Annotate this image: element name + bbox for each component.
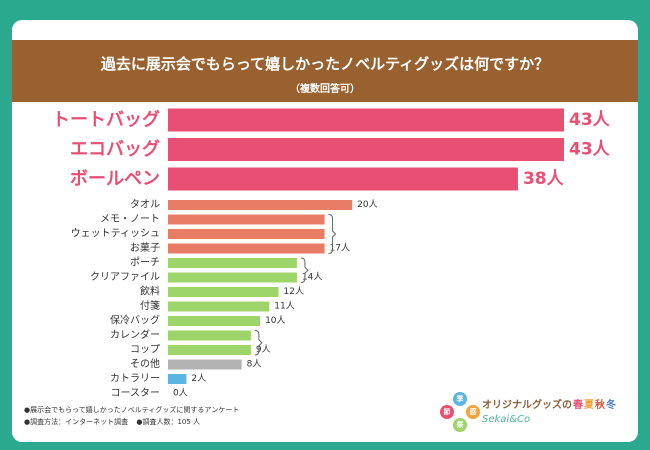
bar	[168, 243, 325, 254]
category-label: カレンダー	[110, 328, 160, 341]
bar	[168, 330, 251, 341]
category-label: コースター	[111, 387, 161, 399]
brand-subname: Sekai&Co	[482, 414, 531, 425]
bracket-mark	[300, 257, 309, 283]
category-label: カトラリー	[110, 373, 160, 385]
category-label: ウェットティッシュ	[71, 228, 160, 240]
brand-logo: 季 節 感 祭 オリジナルグッズの春夏秋冬 Sekai&Co	[440, 392, 630, 436]
brand-name: オリジナルグッズの春夏秋冬	[482, 396, 616, 411]
bracket-mark	[328, 214, 337, 254]
value-label: 10人	[265, 315, 285, 326]
season-char: 春	[573, 400, 583, 411]
survey-note-count: ●調査人数：105 人	[136, 418, 201, 426]
season-char: 夏	[584, 400, 594, 411]
value-label: 12人	[284, 286, 304, 297]
bar	[168, 138, 564, 161]
bar	[168, 287, 279, 297]
badge-dot: 節	[440, 405, 454, 419]
category-label: 飲料	[140, 285, 160, 298]
bar	[168, 272, 297, 283]
category-label: メモ・ノート	[100, 214, 160, 225]
badge-dot: 感	[466, 405, 480, 419]
bracket-mark	[254, 330, 263, 356]
value-label: 8人	[247, 359, 262, 370]
bar	[168, 229, 325, 239]
value-label: 14人	[302, 272, 322, 283]
value-label: 9人	[256, 344, 271, 355]
bar	[168, 345, 251, 355]
value-label: 38人	[523, 169, 565, 189]
survey-notes: ●展示会でもらって嬉しかったノベルティグッズに関するアンケート ●調査方法：イン…	[24, 404, 239, 428]
bar	[168, 316, 261, 326]
bar	[168, 214, 325, 225]
value-label: 2人	[191, 373, 206, 384]
brand-name-main: オリジナルグッズの	[482, 400, 572, 411]
category-label: 付箋	[140, 299, 160, 312]
value-label: 17人	[330, 243, 350, 254]
brand-badge-icon: 季 節 感 祭	[440, 392, 480, 432]
bar	[168, 301, 270, 312]
survey-note-method: ●調査方法：インターネット調査	[24, 418, 129, 426]
survey-note-topic: ●展示会でもらって嬉しかったノベルティグッズに関するアンケート	[24, 406, 240, 414]
badge-dot: 季	[453, 392, 467, 406]
category-label: クリアファイル	[90, 271, 160, 283]
category-label: 保冷バッグ	[110, 314, 160, 327]
value-label: 20人	[357, 199, 377, 210]
category-label: ボールペン	[70, 169, 160, 190]
chart-header: 過去に展示会でもらって嬉しかったノベルティグッズは何ですか？ （複数回答可）	[12, 40, 638, 102]
category-label: その他	[130, 357, 160, 370]
category-label: タオル	[130, 199, 160, 211]
badge-dot: 祭	[453, 418, 467, 432]
bar	[168, 258, 297, 268]
bar	[168, 108, 564, 132]
category-label: トートバッグ	[52, 109, 160, 131]
chart-subtitle: （複数回答可）	[290, 84, 360, 95]
bar	[168, 200, 353, 210]
category-label: ポーチ	[130, 257, 160, 269]
category-label: エコバッグ	[70, 138, 160, 160]
bar	[168, 167, 518, 191]
bar	[168, 359, 242, 370]
category-label: お菓子	[130, 242, 160, 254]
value-label: 43人	[569, 140, 611, 160]
season-char: 冬	[606, 400, 616, 411]
chart-card: 過去に展示会でもらって嬉しかったノベルティグッズは何ですか？ （複数回答可） ト…	[12, 20, 638, 442]
value-label: 43人	[569, 110, 611, 130]
category-label: コップ	[130, 344, 160, 356]
bar	[168, 374, 187, 384]
season-char: 秋	[595, 400, 605, 411]
chart-title: 過去に展示会でもらって嬉しかったノベルティグッズは何ですか？	[100, 55, 550, 73]
value-label: 0人	[173, 388, 188, 399]
value-label: 11人	[274, 301, 294, 312]
